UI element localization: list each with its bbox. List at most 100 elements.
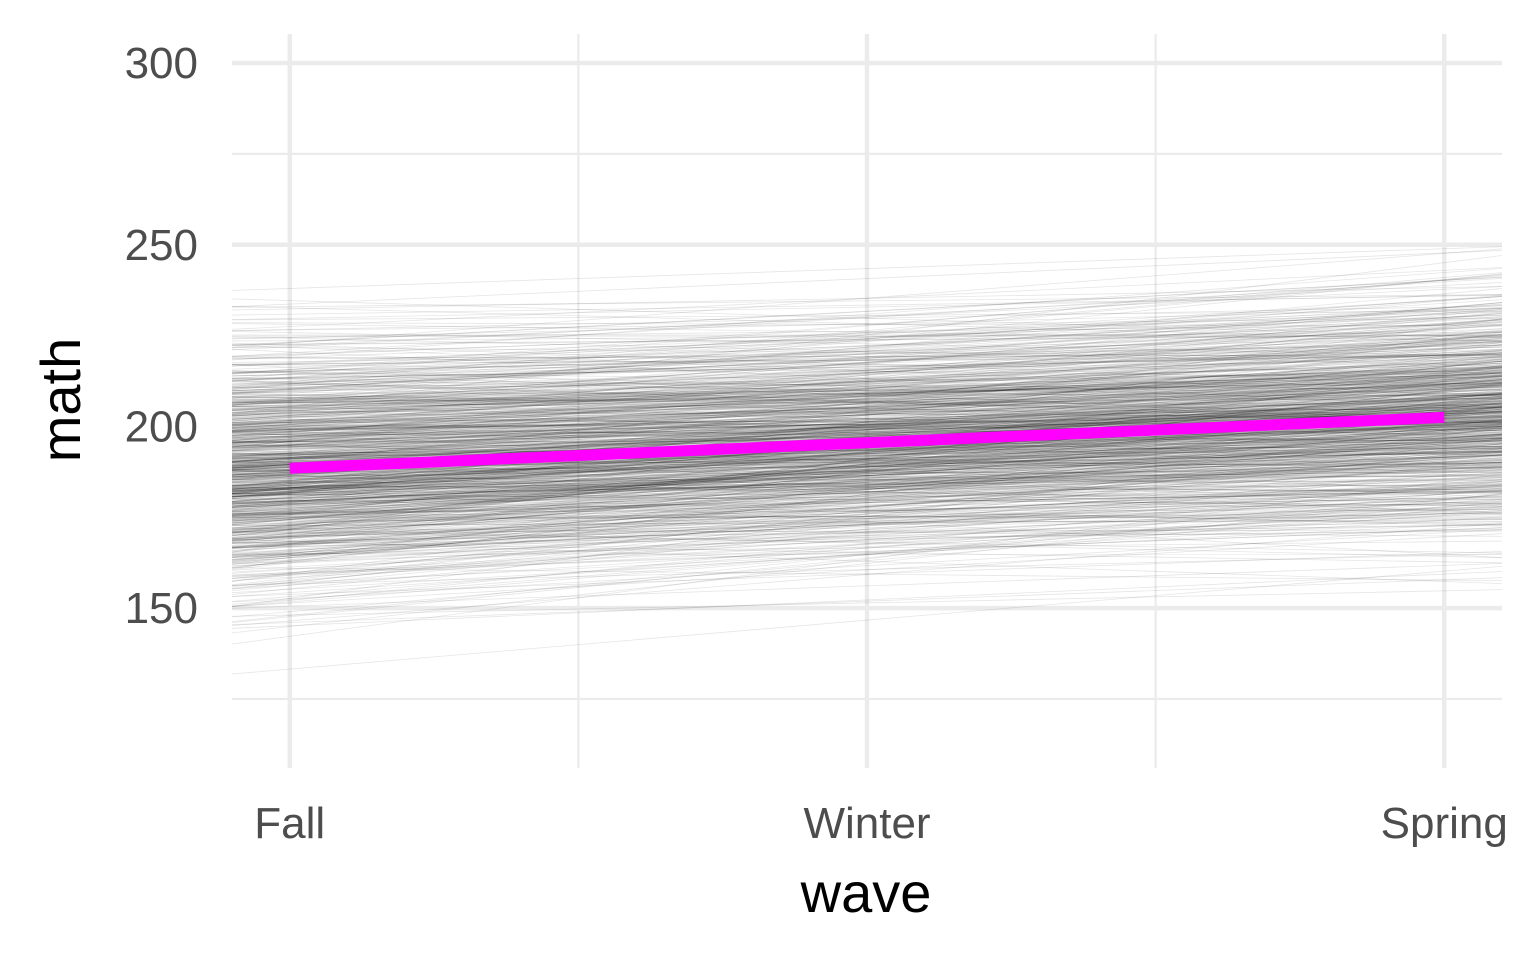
individual-trajectory-line — [231, 324, 1503, 424]
individual-trajectory-line — [231, 298, 1503, 338]
individual-trajectory-line — [231, 420, 1503, 497]
individual-trajectory-line — [231, 448, 1503, 517]
individual-trajectory-line — [231, 394, 1503, 466]
individual-trajectory-line — [231, 411, 1503, 447]
individual-trajectory-line — [231, 477, 1503, 483]
individual-trajectory-line — [231, 484, 1503, 500]
individual-trajectory-line — [231, 450, 1503, 549]
individual-trajectory-line — [231, 485, 1503, 562]
individual-trajectory-line — [231, 426, 1503, 539]
individual-trajectory-line — [231, 316, 1503, 375]
individual-trajectory-line — [231, 484, 1503, 541]
individual-trajectory-line — [231, 498, 1503, 525]
individual-trajectory-line — [231, 484, 1503, 560]
individual-trajectory-line — [231, 419, 1503, 561]
individual-trajectory-line — [231, 313, 1503, 394]
individual-trajectory-line — [231, 464, 1503, 501]
individual-trajectory-line — [231, 406, 1503, 566]
individual-trajectory-line — [231, 567, 1503, 582]
individual-trajectory-line — [231, 374, 1503, 413]
individual-trajectory-line — [231, 378, 1503, 411]
individual-trajectory-line — [231, 374, 1503, 416]
individual-trajectory-line — [231, 370, 1503, 490]
individual-trajectory-line — [231, 417, 1503, 516]
individual-trajectory-line — [231, 359, 1503, 433]
individual-trajectory-line — [231, 332, 1503, 512]
individual-trajectory-line — [231, 402, 1503, 462]
individual-trajectory-line — [231, 428, 1503, 560]
individual-trajectory-line — [231, 340, 1503, 420]
individual-trajectory-line — [231, 342, 1503, 464]
individual-trajectory-line — [231, 427, 1503, 442]
individual-trajectory-line — [231, 308, 1503, 442]
individual-trajectory-line — [231, 471, 1503, 473]
individual-trajectory-line — [231, 377, 1503, 395]
individual-trajectory-line — [231, 431, 1503, 481]
individual-trajectory-line — [231, 399, 1503, 468]
individual-trajectory-line — [231, 478, 1503, 489]
individual-trajectory-line — [231, 393, 1503, 461]
individual-trajectory-line — [231, 551, 1503, 597]
individual-trajectory-line — [231, 492, 1503, 512]
individual-trajectory-line — [231, 423, 1503, 515]
individual-trajectory-line — [231, 484, 1503, 494]
individual-trajectory-line — [231, 458, 1503, 547]
individual-trajectory-line — [231, 354, 1503, 380]
individual-trajectory-line — [231, 434, 1503, 507]
individual-trajectory-line — [231, 519, 1503, 527]
individual-trajectory-line — [231, 397, 1503, 448]
gridlines — [232, 34, 1502, 768]
individual-trajectory-line — [231, 318, 1503, 502]
individual-trajectory-line — [231, 461, 1503, 510]
individual-trajectory-line — [231, 386, 1503, 396]
individual-trajectory-line — [231, 406, 1503, 582]
individual-trajectory-line — [231, 371, 1503, 452]
individual-trajectory-line — [231, 250, 1503, 308]
individual-trajectory-line — [231, 490, 1503, 532]
individual-trajectory-line — [231, 372, 1503, 417]
individual-trajectory-line — [231, 407, 1503, 456]
individual-trajectory-line — [231, 406, 1503, 463]
individual-trajectory-line — [231, 577, 1503, 626]
individual-trajectory-line — [231, 382, 1503, 400]
individual-trajectory-line — [231, 310, 1503, 382]
individual-trajectory-line — [231, 334, 1503, 420]
individual-trajectory-line — [231, 443, 1503, 474]
individual-trajectory-line — [231, 484, 1503, 567]
individual-trajectory-line — [231, 389, 1503, 449]
individual-trajectory-line — [231, 461, 1503, 513]
individual-trajectory-line — [231, 367, 1503, 425]
individual-trajectory-line — [231, 383, 1503, 431]
individual-trajectory-line — [231, 324, 1503, 339]
individual-trajectory-line — [231, 500, 1503, 548]
individual-trajectory-line — [231, 501, 1503, 536]
individual-trajectory-line — [231, 428, 1503, 447]
individual-trajectory-line — [231, 248, 1503, 348]
individual-trajectory-line — [231, 479, 1503, 561]
individual-trajectory-line — [231, 350, 1503, 422]
individual-trajectory-line — [231, 453, 1503, 508]
individual-trajectory-line — [231, 438, 1503, 541]
individual-trajectory-line — [231, 403, 1503, 450]
individual-trajectory-line — [231, 396, 1503, 443]
individual-trajectory-line — [231, 346, 1503, 395]
individual-trajectory-line — [231, 510, 1503, 579]
individual-trajectory-line — [231, 450, 1503, 469]
individual-trajectory-line — [231, 335, 1503, 438]
individual-trajectory-line — [231, 348, 1503, 425]
individual-trajectory-line — [231, 486, 1503, 516]
individual-trajectory-line — [231, 479, 1503, 504]
individual-trajectory-line — [231, 412, 1503, 436]
individual-trajectory-line — [231, 377, 1503, 404]
individual-trajectory-line — [231, 391, 1503, 397]
individual-trajectory-line — [231, 499, 1503, 571]
individual-trajectory-line — [231, 288, 1503, 406]
individual-trajectory-line — [231, 344, 1503, 397]
individual-trajectory-line — [231, 474, 1503, 494]
individual-trajectory-line — [231, 317, 1503, 385]
individual-trajectory-line — [231, 399, 1503, 438]
y-tick-label: 150 — [125, 584, 198, 633]
individual-trajectory-line — [231, 426, 1503, 607]
individual-trajectory-line — [231, 364, 1503, 443]
individual-trajectory-line — [231, 386, 1503, 429]
